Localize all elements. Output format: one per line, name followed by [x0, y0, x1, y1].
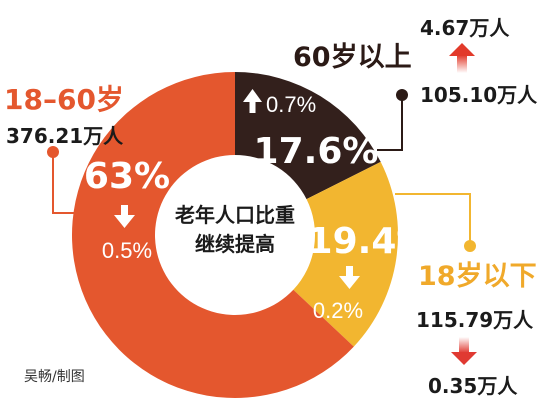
name-18-60: 18–60岁	[4, 83, 124, 116]
change-under-18: 0.2%	[313, 298, 363, 323]
count-change-under-18: 0.35万人	[428, 374, 518, 398]
count-under-18: 115.79万人	[416, 308, 534, 332]
change-60-plus: 0.7%	[266, 92, 316, 117]
share-18-60: 63%	[84, 156, 170, 197]
name-under-18: 18岁以下	[418, 261, 537, 292]
share-under-18: 19.4%	[308, 221, 433, 262]
arrow-down-icon	[339, 266, 360, 289]
connector-under-18	[395, 193, 471, 243]
connector-18-60	[52, 152, 80, 214]
share-60-plus: 17.6%	[254, 131, 379, 172]
count-60-plus: 105.10万人	[420, 83, 538, 107]
center-label-line-1: 老年人口比重	[175, 203, 295, 227]
change-18-60: 0.5%	[102, 238, 152, 263]
count-change-60-plus: 4.67万人	[420, 16, 510, 40]
connector-60-plus	[377, 95, 403, 151]
credit: 吴畅/制图	[24, 369, 85, 385]
slice-60-plus	[235, 72, 381, 200]
connector-dot-60-plus	[396, 89, 408, 101]
donut-slices	[72, 72, 399, 398]
arrow-up-icon	[243, 89, 262, 113]
count-18-60: 376.21万人	[6, 124, 124, 148]
name-60-plus: 60岁以上	[293, 42, 412, 73]
slice-18-60	[72, 72, 354, 398]
connector-dot-under-18	[464, 240, 476, 252]
count-change-up-arrow-icon	[449, 43, 475, 73]
arrow-down-icon	[114, 205, 135, 228]
center-label-line-2: 继续提高	[195, 232, 275, 256]
count-change-down-arrow-icon	[451, 337, 477, 365]
connector-dot-18-60	[47, 146, 59, 158]
slice-under-18	[293, 161, 399, 347]
